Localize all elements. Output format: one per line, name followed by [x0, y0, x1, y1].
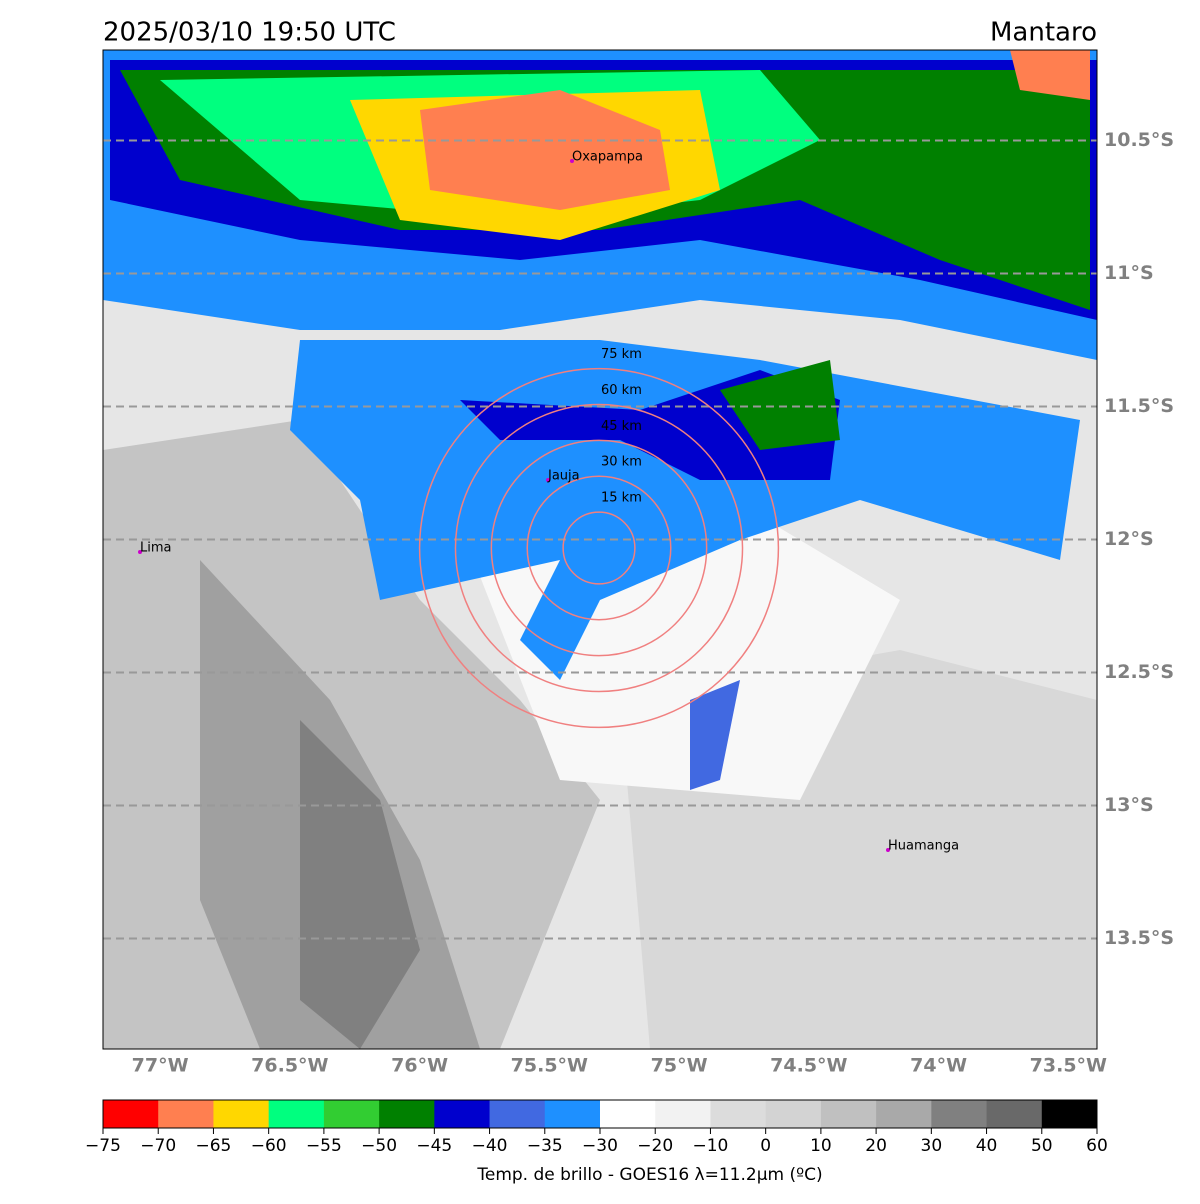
colorbar-swatch [1041, 1100, 1098, 1128]
range-ring [490, 439, 708, 657]
satellite-image [103, 50, 1097, 1049]
lat-label: 10.5°S [1104, 129, 1174, 151]
colorbar-swatch [489, 1100, 546, 1128]
colorbar-tick-label: 50 [1031, 1136, 1053, 1156]
city-label: Lima [140, 541, 171, 556]
ring-label: 75 km [601, 347, 642, 362]
city-label: Huamanga [888, 839, 959, 854]
ring-label: 30 km [601, 455, 642, 470]
colorbar-tick-label: 0 [760, 1136, 771, 1156]
lat-label: 12.5°S [1104, 661, 1174, 683]
ring-label: 45 km [601, 419, 642, 434]
colorbar-tick-label: 60 [1086, 1136, 1108, 1156]
colorbar-swatch [710, 1100, 767, 1128]
colorbar-tick-label: −70 [140, 1136, 176, 1156]
colorbar-tick-label: 20 [865, 1136, 887, 1156]
colorbar-swatch [986, 1100, 1043, 1128]
city-marker [886, 848, 890, 852]
lat-label: 11.5°S [1104, 395, 1174, 417]
ring-label: 15 km [601, 491, 642, 506]
colorbar-swatch [434, 1100, 491, 1128]
title: 2025/03/10 19:50 UTC [103, 18, 396, 48]
city-marker [570, 159, 574, 163]
colorbar-swatch [158, 1100, 214, 1128]
colorbar-tick-label: −35 [527, 1136, 563, 1156]
lat-label: 12°S [1104, 528, 1154, 550]
lon-label: 77°W [132, 1055, 189, 1077]
colorbar-tick-label: −45 [416, 1136, 452, 1156]
range-ring [418, 367, 780, 729]
colorbar-swatch [820, 1100, 877, 1128]
colorbar-tick-label: −10 [692, 1136, 728, 1156]
colorbar-swatch [544, 1100, 601, 1128]
colorbar-tick-label: −55 [306, 1136, 342, 1156]
region: Mantaro [990, 18, 1097, 48]
colorbar-tick-label: 10 [810, 1136, 832, 1156]
colorbar-tick-label: −30 [582, 1136, 618, 1156]
city-label: Oxapampa [572, 150, 643, 165]
range-ring [526, 475, 672, 621]
lon-label: 76°W [391, 1055, 448, 1077]
colorbar-tick-label: −75 [85, 1136, 121, 1156]
colorbar-tick-label: −50 [361, 1136, 397, 1156]
colorbar-tick-label: 30 [921, 1136, 943, 1156]
lat-label: 11°S [1104, 262, 1154, 284]
lon-label: 76.5°W [251, 1055, 328, 1077]
lon-label: 75°W [651, 1055, 708, 1077]
colorbar-tick-label: −60 [251, 1136, 287, 1156]
colorbar-swatch [213, 1100, 270, 1128]
colorbar-swatch [655, 1100, 711, 1128]
colorbar-swatch [600, 1100, 656, 1128]
colorbar-swatch [876, 1100, 932, 1128]
colorbar-swatch [765, 1100, 822, 1128]
lon-label: 74°W [910, 1055, 967, 1077]
city-marker [138, 550, 142, 554]
lon-label: 75.5°W [511, 1055, 588, 1077]
city-label: Jauja [547, 469, 580, 484]
colorbar-swatch [103, 1100, 159, 1128]
lon-label: 74.5°W [770, 1055, 847, 1077]
colorbar-tick-label: −20 [637, 1136, 673, 1156]
colorbar-swatch [268, 1100, 325, 1128]
range-ring [454, 403, 744, 693]
colorbar-tick-label: −40 [472, 1136, 508, 1156]
colorbar-swatch [379, 1100, 435, 1128]
ring-label: 60 km [601, 383, 642, 398]
city-marker [546, 478, 550, 482]
colorbar-tick-label: 40 [976, 1136, 998, 1156]
lat-label: 13.5°S [1104, 927, 1174, 949]
map-frame [102, 49, 1098, 1050]
colorbar-swatch [931, 1100, 988, 1128]
lat-label: 13°S [1104, 794, 1154, 816]
lon-label: 73.5°W [1030, 1055, 1107, 1077]
colorbar-label: Temp. de brillo - GOES16 λ=11.2μm (ºC) [476, 1165, 822, 1185]
colorbar-swatch [323, 1100, 380, 1128]
colorbar-tick-label: −65 [195, 1136, 231, 1156]
range-ring [562, 511, 636, 585]
